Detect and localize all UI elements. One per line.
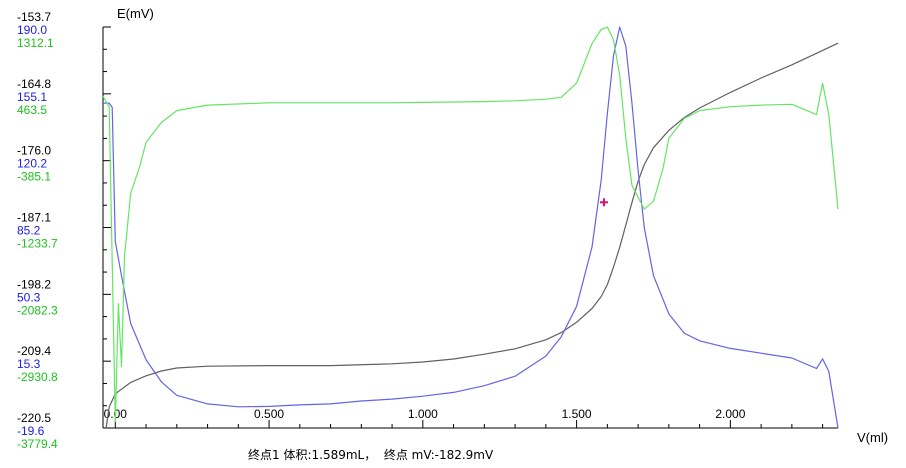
y-tick-label-de-dv: -19.6 (17, 424, 45, 438)
series-line-de-dv (103, 26, 839, 429)
x-tick-label: 1.000 (408, 407, 438, 421)
plot-area: 0.00 0.500 1.000 1.500 2.000 (102, 26, 839, 429)
y-tick-label-de-dv: 15.3 (17, 357, 41, 371)
y-axis-title: E(mV) (117, 6, 154, 21)
y-axis-tick-labels: -153.7190.01312.1-164.8155.1463.5-176.01… (17, 10, 58, 451)
series-line-e (105, 42, 839, 429)
y-tick-label-e: -153.7 (17, 10, 51, 24)
series-line-d2e-dv2 (102, 26, 839, 423)
y-tick-label-e: -187.1 (17, 211, 51, 225)
y-tick-label-de-dv: 190.0 (17, 23, 47, 37)
y-tick-label-e: -209.4 (17, 344, 51, 358)
x-tick-label: 0.500 (254, 407, 284, 421)
x-tick-label: 1.500 (562, 407, 592, 421)
y-tick-label-d2e-dv2: -3779.4 (17, 437, 58, 451)
y-tick-label-de-dv: 85.2 (17, 224, 41, 238)
y-tick-label-d2e-dv2: -2930.8 (17, 370, 58, 384)
y-tick-label-d2e-dv2: 463.5 (17, 103, 47, 117)
y-tick-label-de-dv: 120.2 (17, 157, 47, 171)
y-tick-label-de-dv: 50.3 (17, 290, 41, 304)
y-tick-label-e: -220.5 (17, 411, 51, 425)
y-tick-label-d2e-dv2: 1312.1 (17, 36, 54, 50)
endpoint-marker (599, 198, 608, 207)
y-tick-label-d2e-dv2: -385.1 (17, 170, 51, 184)
y-tick-label-e: -176.0 (17, 144, 51, 158)
endpoint-summary: 终点1 体积:1.589mL， 终点 mV:-182.9mV (248, 448, 494, 462)
y-tick-label-e: -198.2 (17, 277, 51, 291)
y-tick-label-de-dv: 155.1 (17, 90, 47, 104)
y-tick-label-d2e-dv2: -1233.7 (17, 237, 58, 251)
y-tick-label-e: -164.8 (17, 77, 51, 91)
x-axis-title: V(ml) (857, 430, 888, 445)
y-tick-label-d2e-dv2: -2082.3 (17, 303, 58, 317)
x-tick-label: 2.000 (715, 407, 745, 421)
